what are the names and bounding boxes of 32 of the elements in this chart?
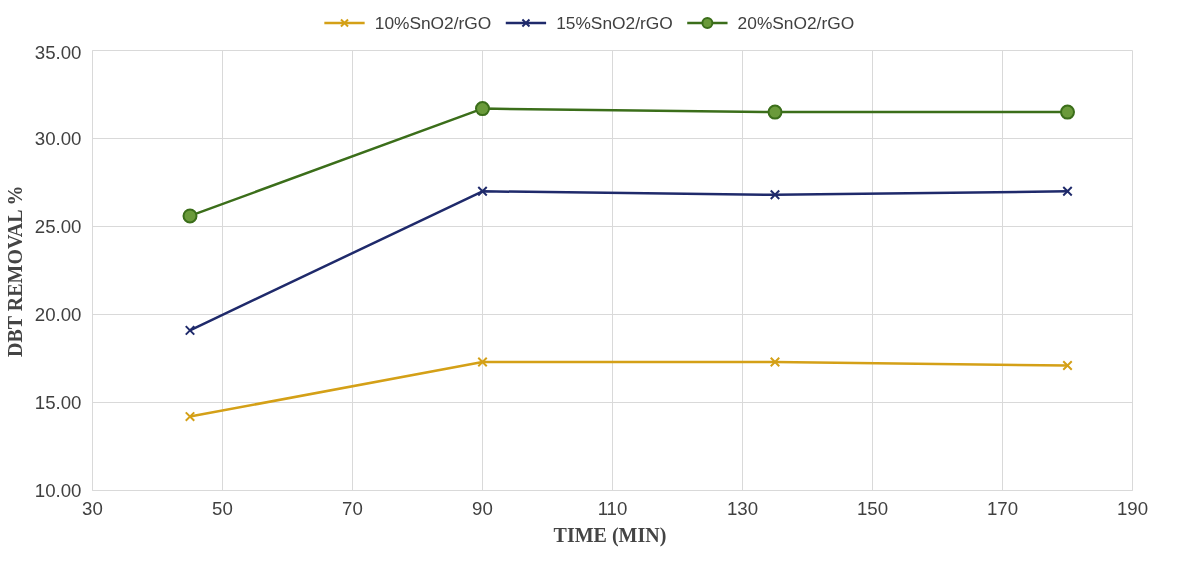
x-tick-label: 110 bbox=[597, 497, 628, 519]
point bbox=[1062, 186, 1073, 197]
y-tick-label: 25.00 bbox=[34, 216, 82, 237]
x-tick-label: 50 bbox=[212, 497, 233, 519]
point bbox=[1060, 104, 1075, 120]
point bbox=[1062, 360, 1073, 371]
point bbox=[182, 208, 198, 224]
y-tick-label: 10.00 bbox=[34, 480, 82, 501]
point bbox=[477, 186, 488, 197]
y-tick-label: 35.00 bbox=[34, 41, 82, 63]
point bbox=[184, 325, 196, 336]
x-tick-label: 190 bbox=[1116, 497, 1149, 519]
point bbox=[477, 356, 488, 368]
point bbox=[769, 189, 781, 201]
legend-label: 10%SnO2/rGO bbox=[374, 13, 492, 33]
x-tick-label: 170 bbox=[986, 497, 1019, 519]
legend-label: 20%SnO2/rGO bbox=[737, 13, 855, 33]
y-axis-title: DBT REMOVAL % bbox=[3, 185, 26, 357]
x-tick-label: 130 bbox=[726, 497, 759, 519]
x-tick-label: 90 bbox=[472, 497, 493, 519]
x-axis-title: TIME (MIN) bbox=[553, 523, 667, 547]
x-tick-label: 30 bbox=[82, 497, 103, 519]
legend-label: 15%SnO2/rGO bbox=[556, 13, 673, 33]
point bbox=[184, 411, 196, 422]
y-tick-label: 20.00 bbox=[34, 304, 82, 325]
point bbox=[767, 104, 783, 120]
x-tick-label: 150 bbox=[856, 497, 889, 519]
y-tick-label: 30.00 bbox=[34, 128, 82, 149]
point bbox=[769, 356, 781, 368]
y-tick-label: 15.00 bbox=[34, 392, 82, 413]
point bbox=[475, 101, 490, 117]
x-tick-label: 70 bbox=[342, 497, 363, 519]
